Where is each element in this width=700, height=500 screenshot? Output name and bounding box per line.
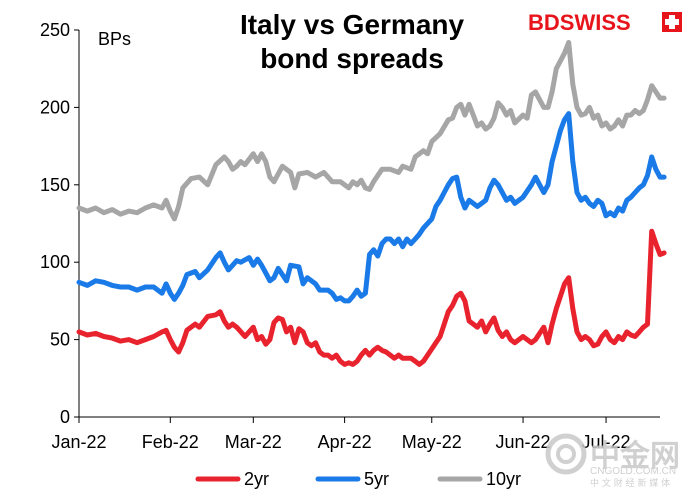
legend-item-10yr: 10yr bbox=[437, 469, 521, 489]
series-line-10yr bbox=[76, 39, 667, 222]
chart-title-line-2: bond spreads bbox=[260, 43, 444, 74]
y-tick-label: 200 bbox=[40, 97, 70, 117]
brand-logo-bd: BD bbox=[528, 10, 560, 35]
y-axis-ticks: 0 50 100 150 200 250 bbox=[40, 20, 79, 427]
y-tick-label: 100 bbox=[40, 252, 70, 272]
watermark-logo-icon bbox=[545, 433, 587, 475]
x-tick-label: May-22 bbox=[402, 432, 462, 452]
x-tick-label: Apr-22 bbox=[318, 432, 372, 452]
y-tick-label: 0 bbox=[60, 407, 70, 427]
series-line-2yr bbox=[76, 228, 667, 367]
svg-text:BDSWISS: BDSWISS bbox=[528, 10, 631, 35]
x-tick-label: Jun-22 bbox=[496, 432, 551, 452]
series-layer bbox=[76, 39, 667, 367]
legend-label-5yr: 5yr bbox=[364, 469, 389, 489]
legend-label-2yr: 2yr bbox=[244, 469, 269, 489]
chart-title-line-1: Italy vs Germany bbox=[240, 9, 465, 40]
watermark-tagline: 中 文 财 经 新 媒 体 bbox=[590, 477, 670, 489]
x-tick-label: Jan-22 bbox=[51, 432, 106, 452]
y-tick-label: 50 bbox=[50, 330, 70, 350]
y-tick-label: 250 bbox=[40, 20, 70, 40]
y-axis-unit-label: BPs bbox=[98, 29, 131, 49]
legend: 2yr 5yr 10yr bbox=[195, 469, 521, 489]
swiss-flag-icon bbox=[662, 12, 682, 32]
x-tick-label: Mar-22 bbox=[225, 432, 282, 452]
watermark-url: CNGOLD.COM.CN bbox=[590, 466, 676, 477]
x-tick-label: Jul-22 bbox=[582, 432, 631, 452]
brand-logo-swiss: SWISS bbox=[560, 10, 631, 35]
legend-item-5yr: 5yr bbox=[315, 469, 389, 489]
brand-logo: BDSWISS bbox=[528, 10, 682, 35]
series-line-5yr bbox=[76, 111, 667, 304]
legend-label-10yr: 10yr bbox=[486, 469, 521, 489]
x-axis-ticks: Jan-22 Feb-22 Mar-22 Apr-22 May-22 Jun-22 Jul-… bbox=[51, 417, 631, 452]
watermark: 中金网 CNGOLD.COM.CN 中 文 财 经 新 媒 体 bbox=[545, 433, 680, 489]
x-tick-label: Feb-22 bbox=[142, 432, 199, 452]
y-tick-label: 150 bbox=[40, 175, 70, 195]
watermark-name: 中金网 bbox=[590, 439, 680, 474]
legend-item-2yr: 2yr bbox=[195, 469, 269, 489]
